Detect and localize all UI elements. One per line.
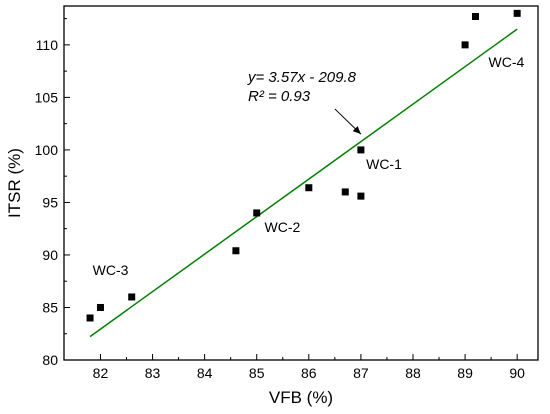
point-annotations: WC-1 WC-2 WC-3 WC-4 [93,54,525,278]
y-tick-label: 85 [42,299,58,315]
point-label: WC-3 [93,262,129,278]
y-tick-label: 80 [42,352,58,368]
x-tick-label: 83 [145,365,161,381]
data-point [357,146,365,154]
data-point [96,303,104,311]
y-tick-label: 90 [42,247,58,263]
x-tick-label: 85 [249,365,265,381]
y-tick-label: 95 [42,194,58,210]
x-tick-label: 89 [457,365,473,381]
data-point [86,314,94,322]
fit-r-squared: R² = 0.93 [248,88,311,105]
x-tick-label: 84 [197,365,213,381]
data-point [357,192,365,200]
y-tick-label: 110 [36,37,59,53]
point-label: WC-2 [265,219,301,235]
data-point [341,188,349,196]
y-tick-label: 105 [35,89,59,105]
fit-line-group [89,28,518,338]
x-tick-label: 88 [405,365,421,381]
data-point [128,293,136,301]
x-tick-label: 82 [93,365,109,381]
data-points [86,9,521,322]
data-point [513,9,521,17]
x-tick-label: 87 [353,365,369,381]
plot-frame [63,5,539,361]
point-label: WC-1 [366,156,402,172]
fit-line [89,28,518,338]
x-tick-label: 86 [301,365,317,381]
x-axis-title: VFB (%) [269,388,333,407]
y-axis-title: ITSR (%) [5,148,24,218]
x-tick-label: 90 [509,365,525,381]
fit-equation: y= 3.57x - 209.8 [247,69,357,86]
equation-arrow-head [352,126,361,135]
axis-ticks: 82 83 84 85 86 87 88 89 90 80 85 90 95 100 105 110 [35,18,525,381]
point-label: WC-4 [489,54,525,70]
data-point [232,247,240,255]
data-point [305,184,313,192]
data-point [253,209,261,217]
data-point [461,41,469,49]
y-tick-label: 100 [35,142,59,158]
data-point [471,13,479,21]
